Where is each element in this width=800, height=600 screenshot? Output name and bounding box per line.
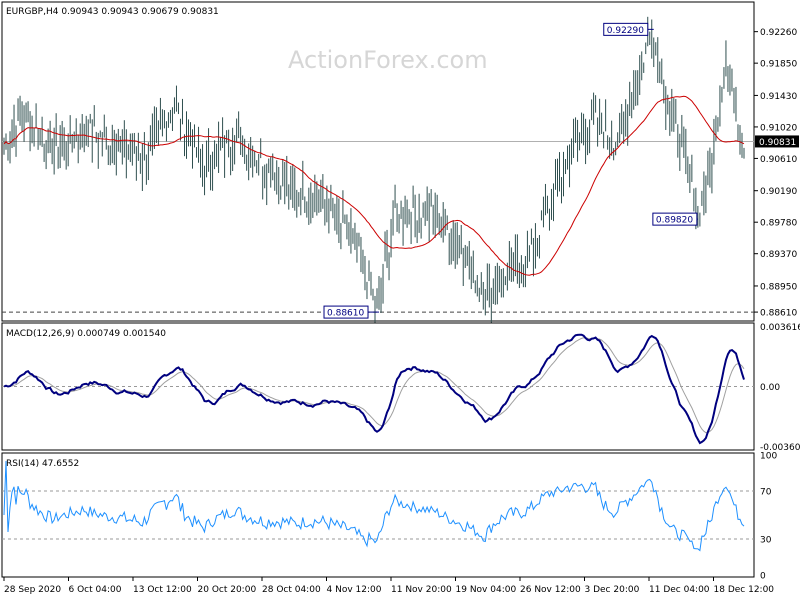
macd-y-tick-label: 0.003616 (760, 323, 800, 333)
x-tick-label: 11 Dec 04:00 (649, 585, 710, 595)
rsi-y-tick-label: 0 (760, 572, 766, 582)
current-price-label: 0.90831 (759, 138, 796, 148)
x-tick-label: 18 Dec 12:00 (714, 585, 775, 595)
y-tick-label: 0.92260 (760, 28, 797, 38)
macd-signal-line (3, 337, 745, 434)
x-tick-label: 28 Oct 04:00 (262, 585, 321, 595)
x-tick-label: 11 Nov 20:00 (391, 585, 452, 595)
y-tick-label: 0.90610 (760, 155, 797, 165)
macd-line (3, 333, 745, 445)
macd-y-tick-label: -0.003609 (760, 443, 800, 453)
moving-average-line (3, 95, 745, 276)
current-price-marker: 0.90831 (755, 135, 799, 148)
annotation-label: 0.92290 (607, 26, 644, 36)
rsi-y-tick-label: 30 (760, 536, 772, 546)
x-tick-label: 28 Sep 2020 (4, 585, 61, 595)
price-annotation: 0.92290 (603, 22, 654, 36)
price-annotations: 0.92290 0.89820 0.88610 (323, 22, 698, 319)
y-tick-label: 0.90190 (760, 187, 797, 197)
macd-panel: MACD(12,26,9) 0.000749 0.001540 (1, 322, 755, 451)
x-axis-labels: 28 Sep 2020 6 Oct 04:00 13 Oct 12:00 20 Oct… (3, 577, 775, 595)
y-tick-label: 0.91430 (760, 92, 797, 102)
x-tick-label: 4 Nov 12:00 (327, 585, 382, 595)
price-panel: ActionForex.com EURGBP,H4 0.90943 0.9094… (1, 1, 755, 331)
x-tick-label: 3 Dec 20:00 (585, 585, 640, 595)
macd-y-tick-label: 0.00 (760, 383, 780, 393)
x-tick-label: 20 Oct 20:00 (198, 585, 257, 595)
x-tick-label: 19 Nov 04:00 (456, 585, 517, 595)
price-gridlines (2, 140, 754, 313)
annotation-label: 0.88610 (327, 309, 364, 319)
y-axis-labels: 0.92260 0.91850 0.91430 0.91020 0.90610 0.901… (754, 28, 800, 582)
y-tick-label: 0.91850 (760, 60, 797, 70)
rsi-panel-title: RSI(14) 47.6552 (6, 459, 79, 469)
x-tick-label: 13 Oct 12:00 (133, 585, 192, 595)
price-annotation: 0.88610 (323, 305, 380, 319)
y-tick-label: 0.89370 (760, 250, 797, 260)
x-tick-label: 6 Oct 04:00 (69, 585, 122, 595)
watermark: ActionForex.com (288, 46, 488, 74)
y-tick-label: 0.91020 (760, 123, 797, 133)
price-panel-title: EURGBP,H4 0.90943 0.90943 0.90679 0.9083… (6, 7, 219, 17)
rsi-y-tick-label: 100 (760, 452, 777, 462)
y-tick-label: 0.88950 (760, 282, 797, 292)
rsi-y-tick-label: 70 (760, 488, 772, 498)
rsi-line (3, 460, 745, 552)
x-tick-label: 26 Nov 12:00 (520, 585, 581, 595)
annotation-label: 0.89820 (656, 216, 693, 226)
y-tick-label: 0.88610 (760, 309, 797, 319)
y-tick-label: 0.89780 (760, 219, 797, 229)
price-annotation: 0.89820 (652, 212, 698, 226)
price-bars (3, 16, 745, 331)
macd-panel-title: MACD(12,26,9) 0.000749 0.001540 (6, 329, 166, 339)
rsi-panel: RSI(14) 47.6552 (1, 452, 755, 578)
